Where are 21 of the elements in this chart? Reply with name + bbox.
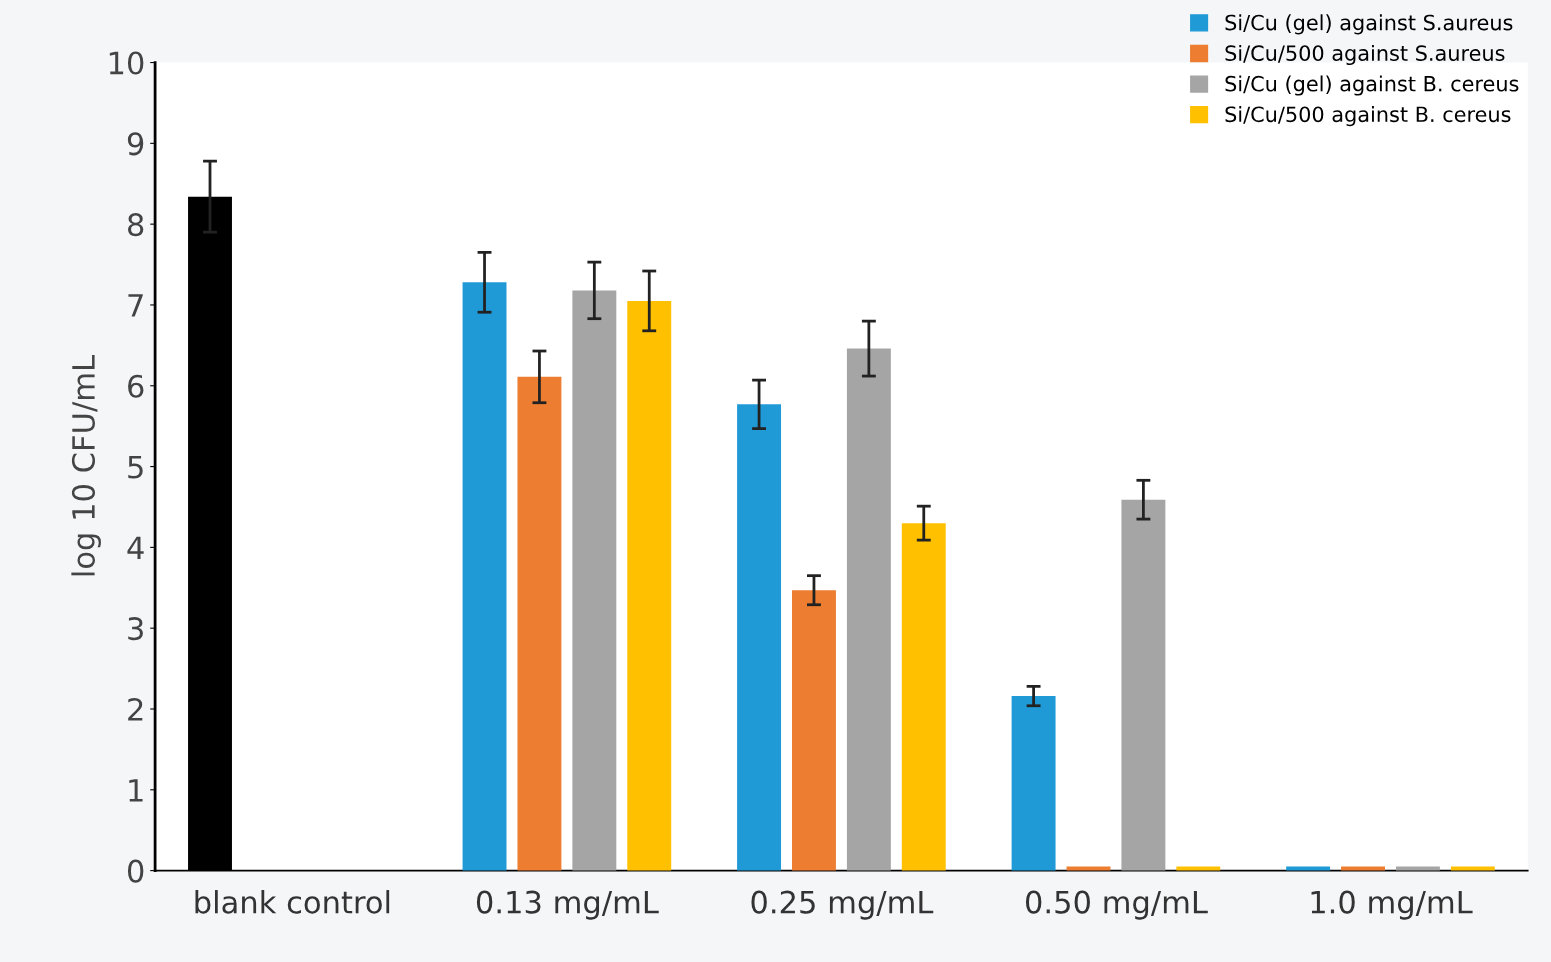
legend-label: Si/Cu/500 against S.aureus: [1225, 44, 1505, 66]
y-tick-label: 0: [127, 859, 144, 883]
y-tick-label: 6: [128, 374, 144, 398]
x-tick-label: 0.50 mg/mL: [1025, 890, 1208, 920]
y-tick-label: 2: [128, 697, 143, 721]
y-tick-label: 10: [109, 51, 144, 75]
y-tick-label: 1: [129, 779, 143, 802]
y-tick-label: 9: [127, 132, 144, 156]
y-axis-title: log 10 CFU/mL: [71, 355, 101, 576]
y-tick-label: 8: [128, 213, 144, 237]
legend-label: Si/Cu/500 against B. cereus: [1225, 106, 1511, 127]
x-tick-label: 1.0 mg/mL: [1311, 890, 1473, 920]
legend-label: Si/Cu (gel) against B. cereus: [1225, 75, 1519, 96]
x-tick-label: blank control: [195, 890, 390, 914]
y-tick-label: 4: [127, 536, 144, 559]
x-tick-label: 0.13 mg/mL: [476, 890, 659, 920]
y-tick-label: 3: [128, 617, 143, 641]
y-tick-label: 7: [128, 294, 143, 317]
x-tick-label: 0.25 mg/mL: [751, 890, 934, 920]
y-tick-label: 5: [128, 455, 143, 479]
legend-label: Si/Cu (gel) against S.aureus: [1225, 14, 1513, 35]
